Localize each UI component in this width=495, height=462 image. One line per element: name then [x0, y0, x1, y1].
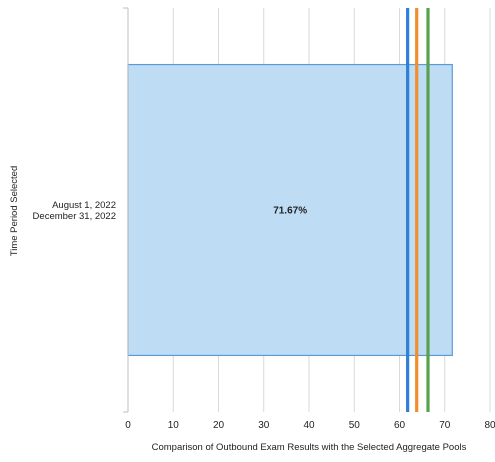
- y-axis-title: Time Period Selected: [9, 166, 20, 256]
- axes: [123, 7, 129, 413]
- x-tick-labels: 0 10 20 30 40 50 60 70 80: [125, 420, 495, 431]
- x-tick-label: 80: [484, 420, 495, 431]
- category-label: December 31, 2022: [33, 211, 116, 222]
- data-label: 71.67%: [273, 206, 307, 217]
- x-tick-label: 70: [439, 420, 451, 431]
- x-tick-label: 60: [394, 420, 406, 431]
- x-tick-label: 10: [168, 420, 180, 431]
- x-tick-label: 0: [125, 420, 131, 431]
- x-tick-label: 40: [303, 420, 315, 431]
- x-axis-title: Comparison of Outbound Exam Results with…: [152, 442, 467, 453]
- x-tick-label: 30: [258, 420, 270, 431]
- x-tick-label: 50: [349, 420, 361, 431]
- x-tick-label: 20: [213, 420, 225, 431]
- reference-lines: [406, 8, 430, 412]
- category-label: August 1, 2022: [52, 200, 116, 211]
